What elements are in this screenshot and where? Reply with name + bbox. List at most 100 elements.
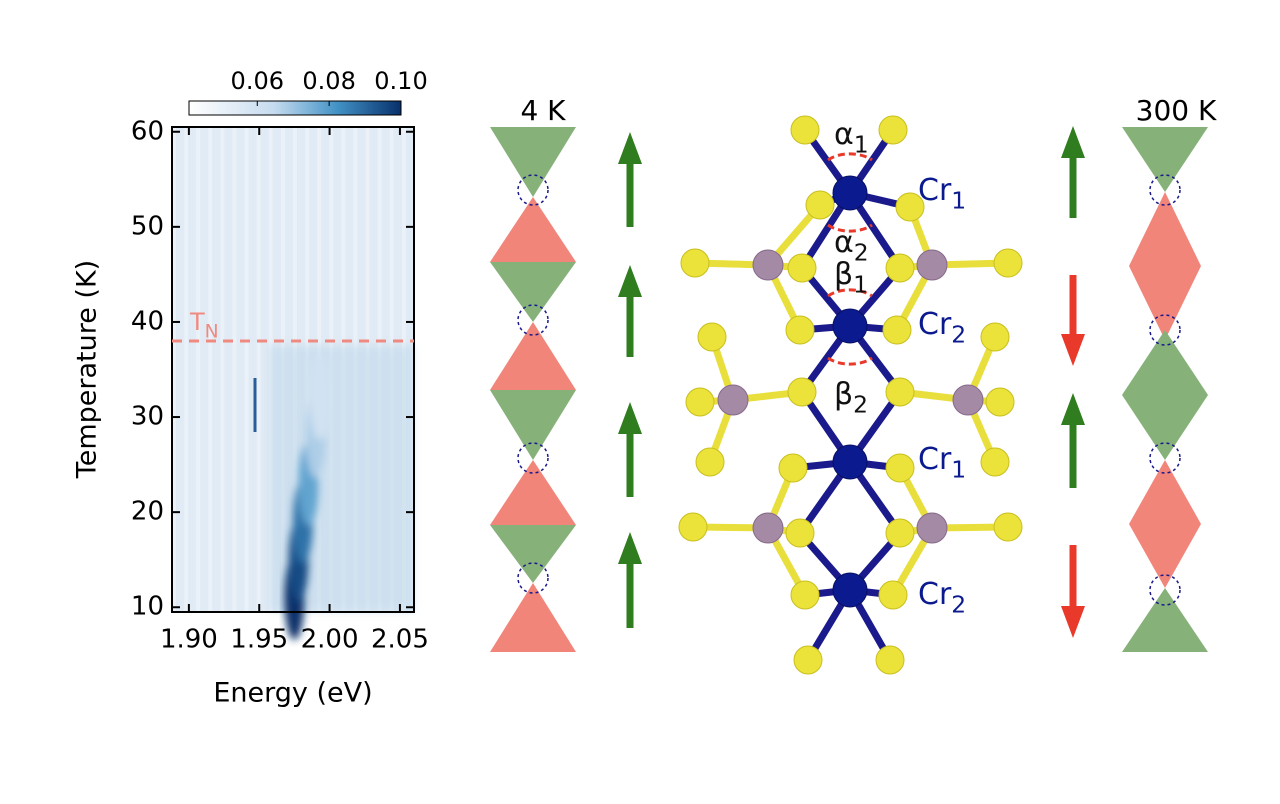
sulfur-atom bbox=[980, 447, 1010, 477]
y-tick-label: 60 bbox=[131, 116, 164, 146]
triangle bbox=[490, 583, 576, 652]
label-sub: 2 bbox=[951, 320, 966, 348]
label-main: α bbox=[834, 225, 854, 260]
label-sub: 1 bbox=[853, 270, 868, 298]
phosphorus-atom bbox=[717, 384, 749, 416]
triangle bbox=[490, 525, 576, 583]
triangle bbox=[1122, 588, 1208, 652]
angle-arc bbox=[827, 152, 873, 162]
dashed-circle bbox=[1149, 314, 1181, 346]
sulfur-atom bbox=[695, 447, 725, 477]
structure-label: Cr2 bbox=[918, 577, 966, 619]
chromium-atom bbox=[832, 175, 868, 211]
sulfur-atom bbox=[993, 512, 1023, 542]
chromium-atom bbox=[832, 572, 868, 608]
chromium-atom bbox=[832, 444, 868, 480]
sulfur-atom bbox=[785, 315, 815, 345]
sulfur-atom bbox=[882, 315, 912, 345]
ridge bbox=[284, 356, 330, 640]
x-tick-label: 1.90 bbox=[160, 625, 218, 655]
heatmap-stripe bbox=[248, 127, 253, 612]
triangle bbox=[490, 390, 576, 460]
arrow-head bbox=[618, 532, 642, 564]
phosphorus-atom bbox=[916, 249, 948, 281]
triangle bbox=[490, 322, 576, 390]
heatmap-stripe bbox=[192, 127, 197, 612]
x-axis-label: Energy (eV) bbox=[213, 678, 372, 709]
sulfur-atom bbox=[685, 387, 715, 417]
y-tick-label: 20 bbox=[131, 497, 164, 527]
y-axis-label: Temperature (K) bbox=[72, 260, 103, 479]
heatmap-stripe bbox=[208, 127, 213, 612]
sulfur-atom bbox=[778, 453, 808, 483]
y-tick-label: 30 bbox=[131, 402, 164, 432]
arrow-head bbox=[1061, 393, 1085, 425]
colorbar-tick-label: 0.06 bbox=[231, 67, 284, 95]
label-sub: 2 bbox=[853, 390, 868, 418]
sulfur-atom bbox=[697, 322, 727, 352]
sulfur-atom bbox=[787, 253, 817, 283]
heatmap-stripe bbox=[200, 127, 205, 612]
heatmap-stripe bbox=[240, 127, 245, 612]
arrow-head bbox=[1061, 334, 1085, 366]
label-sub: 2 bbox=[854, 238, 869, 266]
dashed-circle bbox=[1149, 574, 1181, 606]
heatmap-stripe bbox=[216, 127, 221, 612]
heatmap-stripe bbox=[212, 127, 217, 612]
sulfur-atom bbox=[980, 322, 1010, 352]
dashed-circle bbox=[1149, 442, 1181, 474]
structure-label: Cr1 bbox=[918, 173, 966, 215]
label-main: Cr bbox=[918, 577, 952, 612]
plot-frame bbox=[171, 126, 415, 613]
colorbar bbox=[188, 100, 402, 116]
sulfur-atom bbox=[805, 190, 835, 220]
structure-label: Cr2 bbox=[918, 307, 966, 349]
heatmap-stripe bbox=[172, 127, 177, 612]
arrow-head bbox=[618, 402, 642, 434]
phosphorus-atom bbox=[916, 512, 948, 544]
heatmap-stripe bbox=[224, 127, 229, 612]
sulfur-atom bbox=[878, 580, 908, 610]
dashed-circle bbox=[517, 174, 549, 206]
angle-arc bbox=[827, 288, 873, 298]
sulfur-atom bbox=[985, 387, 1015, 417]
triangle bbox=[490, 127, 576, 197]
heatmap-stripe bbox=[228, 127, 233, 612]
angle-arc bbox=[827, 356, 873, 366]
diamond bbox=[1122, 330, 1208, 460]
label-main: β bbox=[834, 257, 853, 292]
phosphorus-atom bbox=[752, 512, 784, 544]
sulfur-atom bbox=[875, 645, 905, 675]
heatmap-stripe bbox=[244, 127, 249, 612]
heatmap-stripe bbox=[184, 127, 189, 612]
sulfur-atom bbox=[785, 518, 815, 548]
y-tick-label: 40 bbox=[131, 306, 164, 336]
heatmap-stripe bbox=[196, 127, 201, 612]
dashed-circle bbox=[1149, 174, 1181, 206]
label-main: Cr bbox=[918, 307, 952, 342]
label-sub: 1 bbox=[951, 186, 966, 214]
phosphorus-atom bbox=[952, 384, 984, 416]
arrow-head bbox=[618, 265, 642, 297]
heatmap-stripe bbox=[236, 127, 241, 612]
heatmap-stripe bbox=[232, 127, 237, 612]
colorbar-tick-label: 0.10 bbox=[374, 67, 427, 95]
right-title: 300 K bbox=[1136, 94, 1217, 127]
structure-label: β1 bbox=[834, 257, 868, 299]
arrow-head bbox=[1061, 126, 1085, 158]
sulfur-atom bbox=[993, 248, 1023, 278]
heatmap-stripe bbox=[220, 127, 225, 612]
label-sub: N bbox=[205, 321, 219, 342]
sulfur-atom bbox=[885, 453, 915, 483]
dashed-circle bbox=[517, 442, 549, 474]
heatmap-stripe bbox=[256, 127, 261, 612]
heatmap-stripe bbox=[188, 127, 193, 612]
label-sub: 2 bbox=[951, 590, 966, 618]
arrow-head bbox=[618, 132, 642, 164]
left-title: 4 K bbox=[520, 94, 566, 127]
sulfur-atom bbox=[885, 253, 915, 283]
label-main: β bbox=[834, 377, 853, 412]
ridge-point bbox=[309, 356, 330, 441]
structure-label: α1 bbox=[834, 117, 869, 159]
